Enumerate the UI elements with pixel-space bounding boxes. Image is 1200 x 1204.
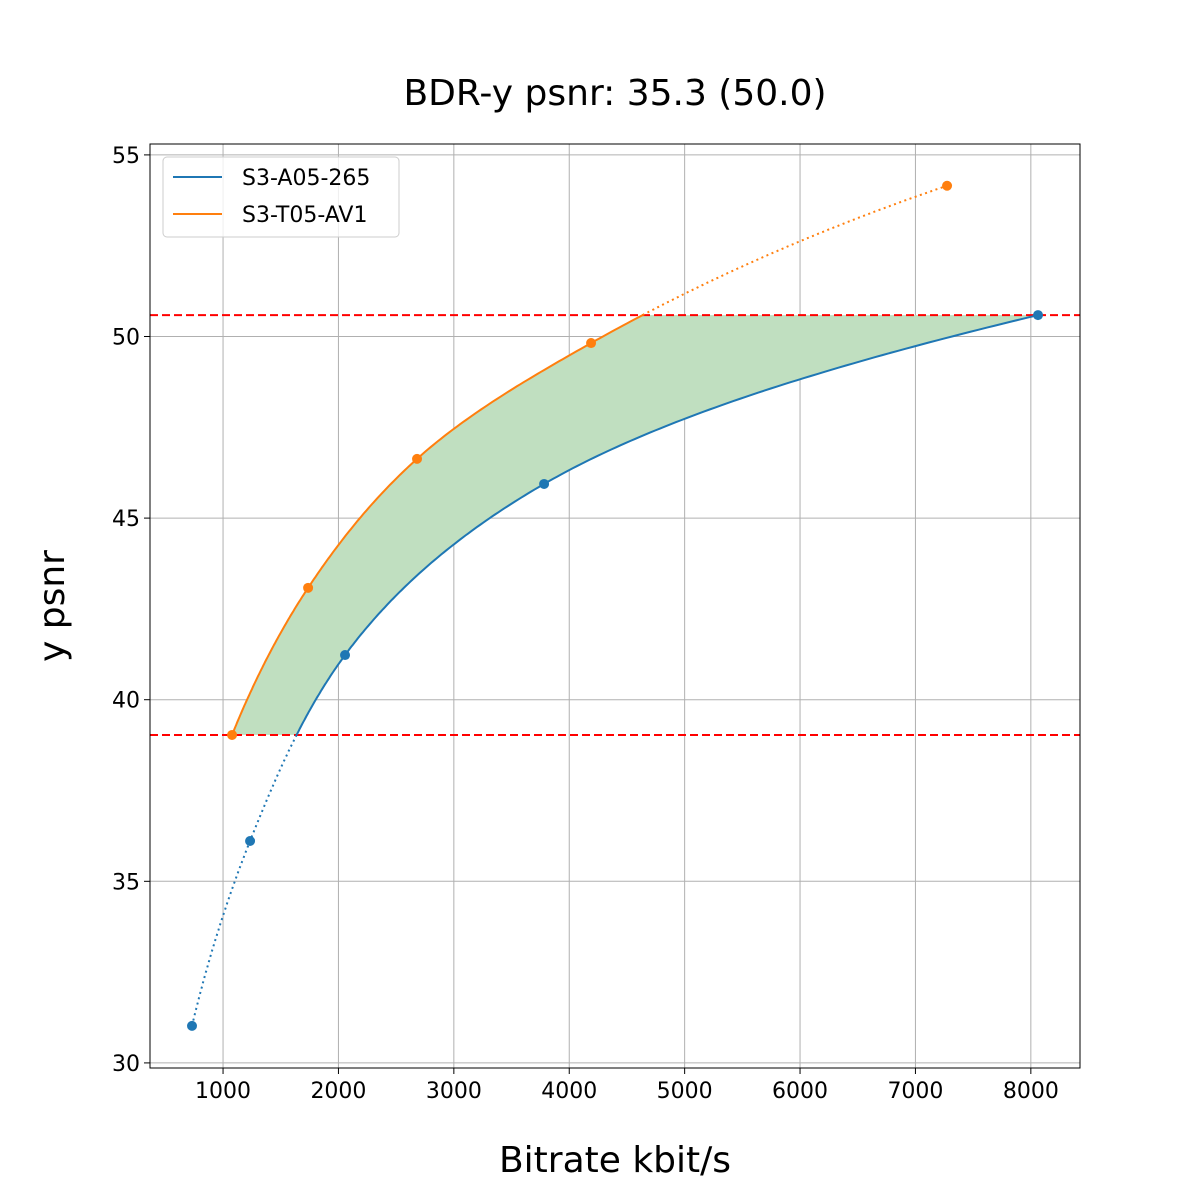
series-2-point [586,338,597,349]
x-tick-label: 2000 [310,1079,366,1104]
series-2-extrapolated-high [642,184,948,316]
y-tick-label: 30 [112,1052,140,1077]
series-1-point [340,650,351,661]
x-tick-label: 1000 [195,1079,251,1104]
legend-label-series-2: S3-T05-AV1 [242,203,367,228]
series-1-point [1032,310,1043,321]
series-1-point [539,478,550,489]
series-2-point [303,582,314,593]
series-2-point [412,453,423,464]
x-tick-label: 4000 [541,1079,597,1104]
chart-title: BDR-y psnr: 35.3 (50.0) [403,73,826,114]
bdrate-area [232,315,1038,735]
y-axis-label: y psnr [32,550,73,662]
legend-label-series-1: S3-A05-265 [242,166,370,191]
series-2-line [231,314,644,736]
x-axis-label: Bitrate kbit/s [499,1140,731,1181]
plot-frame [149,143,1081,1069]
reference-lines [150,314,1080,736]
x-tick-label: 5000 [657,1079,713,1104]
series-1-point [245,835,256,846]
area-fill [232,315,1038,735]
series-2-point [227,729,238,740]
ticks: 1000 2000 3000 4000 5000 6000 7000 8000 30 35 40 45… [112,144,1059,1104]
y-tick-label: 45 [112,507,140,532]
legend: S3-A05-265 S3-T05-AV1 [162,156,400,238]
y-tick-label: 35 [112,870,140,895]
series-2-point [942,180,953,191]
x-tick-label: 3000 [426,1079,482,1104]
x-tick-label: 7000 [887,1079,943,1104]
y-tick-label: 50 [112,326,140,351]
y-tick-label: 55 [112,144,140,169]
x-tick-label: 6000 [772,1079,828,1104]
series-group [187,180,1043,1031]
series-1-line [295,314,1039,736]
x-tick-label: 8000 [1003,1079,1059,1104]
y-tick-label: 40 [112,689,140,714]
series-1-extrapolated-low [191,734,298,1027]
grid [150,144,1080,1068]
series-1-point [187,1020,198,1031]
